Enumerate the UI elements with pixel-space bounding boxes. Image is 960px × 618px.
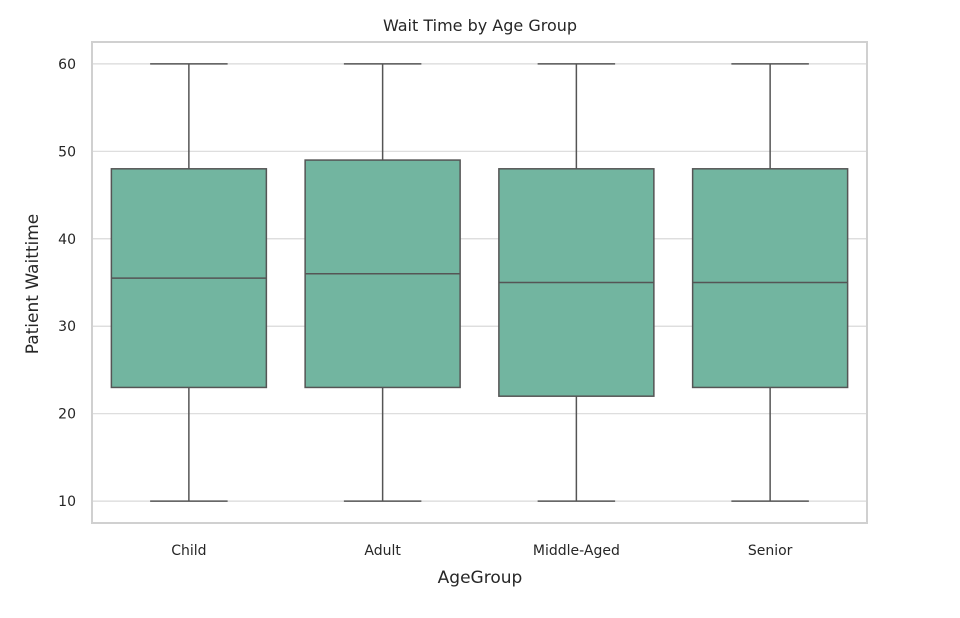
y-tick-label: 20 [58,407,76,423]
chart-title: Wait Time by Age Group [383,16,577,35]
y-tick-label: 30 [58,319,76,335]
y-tick-label: 40 [58,232,76,248]
x-axis-label: AgeGroup [438,568,523,588]
y-tick-labels: 10 20 30 40 50 60 [58,57,76,510]
y-tick-label: 10 [58,494,76,510]
box-series [110,63,849,502]
x-tick-label: Adult [364,543,401,559]
x-tick-label: Middle-Aged [533,543,620,559]
x-tick-labels: Child Adult Middle-Aged Senior [171,543,792,559]
box-group [691,63,849,502]
box-group [498,63,655,502]
plot-frame [91,41,868,524]
x-tick-label: Senior [748,543,793,559]
y-tick-label: 60 [58,57,76,73]
x-tick-label: Child [171,543,206,559]
y-tick-label: 50 [58,144,76,160]
box-group [304,63,461,502]
iqr-box [691,168,849,389]
box-group [110,63,268,502]
y-axis-label: Patient Waittime [23,214,43,355]
